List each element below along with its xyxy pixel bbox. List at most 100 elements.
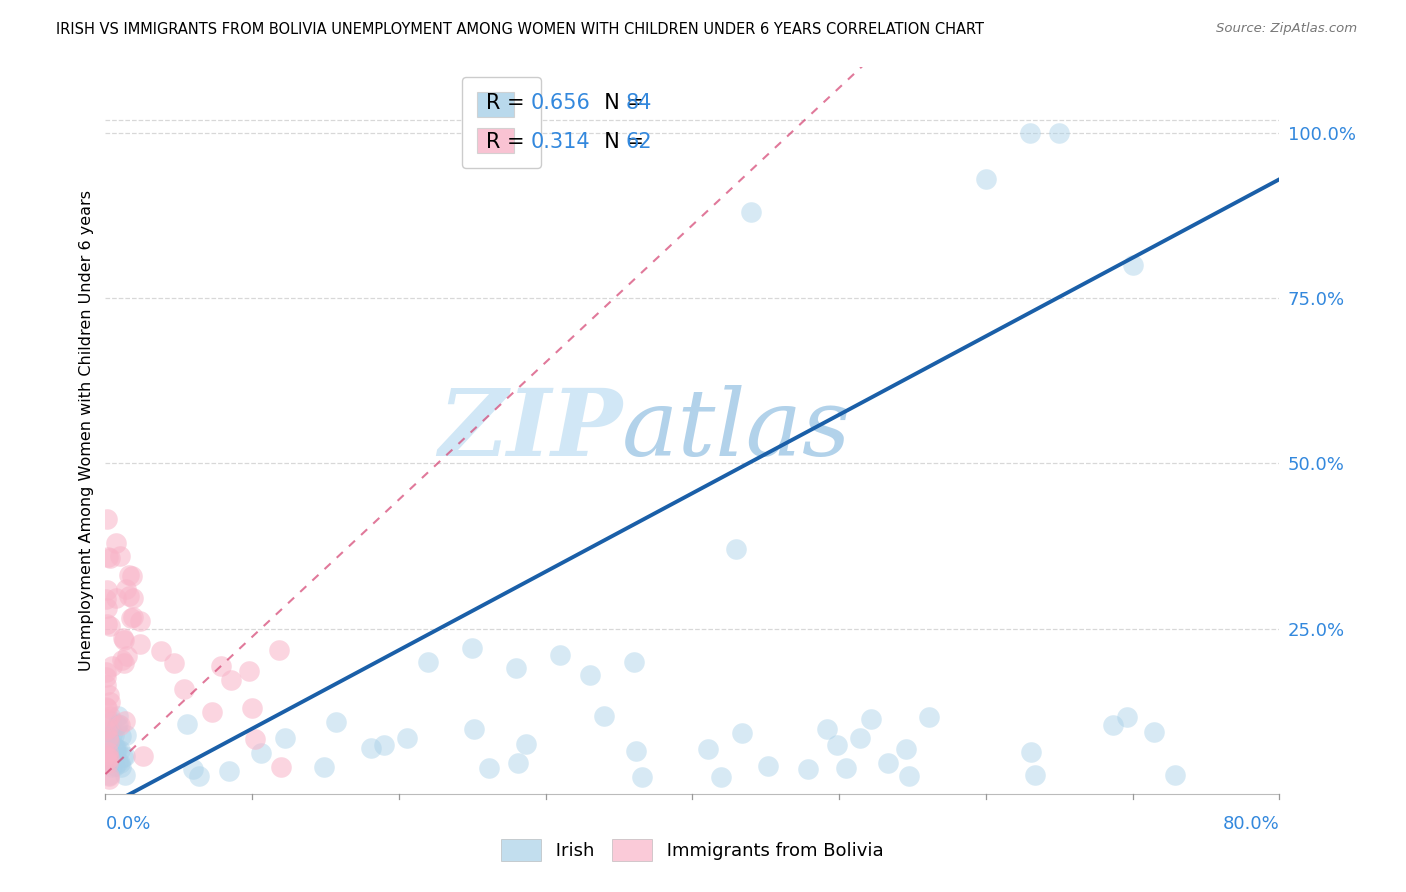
Point bbox=[108, 549, 131, 563]
Point bbox=[96, 678, 118, 692]
Point bbox=[104, 759, 127, 773]
Text: 0.0%: 0.0% bbox=[105, 815, 150, 833]
Point bbox=[110, 743, 132, 757]
Point bbox=[103, 743, 125, 757]
Point bbox=[122, 591, 145, 605]
Text: IRISH VS IMMIGRANTS FROM BOLIVIA UNEMPLOYMENT AMONG WOMEN WITH CHILDREN UNDER 6 : IRISH VS IMMIGRANTS FROM BOLIVIA UNEMPLO… bbox=[56, 22, 984, 37]
Point bbox=[1021, 745, 1043, 759]
Point bbox=[218, 764, 240, 779]
Y-axis label: Unemployment Among Women with Children Under 6 years: Unemployment Among Women with Children U… bbox=[79, 190, 94, 671]
Point bbox=[110, 729, 132, 743]
Point bbox=[111, 749, 134, 764]
Point bbox=[187, 769, 209, 783]
Point bbox=[98, 688, 121, 702]
Point bbox=[1047, 126, 1070, 140]
Point bbox=[101, 714, 124, 728]
Point bbox=[100, 756, 122, 770]
Point bbox=[1101, 718, 1123, 732]
Point bbox=[274, 731, 297, 746]
Point bbox=[623, 655, 645, 669]
Point bbox=[1024, 768, 1046, 782]
Point bbox=[825, 738, 848, 752]
Text: 0.314: 0.314 bbox=[531, 132, 591, 153]
Point bbox=[115, 728, 138, 742]
Point bbox=[121, 569, 143, 583]
Point bbox=[163, 656, 186, 670]
Point bbox=[96, 756, 118, 770]
Point bbox=[96, 701, 118, 715]
Point bbox=[114, 767, 136, 781]
Point bbox=[219, 673, 242, 688]
Text: N =: N = bbox=[592, 93, 651, 112]
Point bbox=[101, 727, 124, 741]
Point bbox=[96, 748, 118, 763]
Point bbox=[96, 617, 118, 632]
Point bbox=[94, 699, 117, 714]
Point bbox=[360, 741, 382, 756]
Point bbox=[269, 642, 291, 657]
Point bbox=[98, 695, 121, 709]
Point bbox=[111, 631, 134, 645]
Point bbox=[96, 752, 118, 766]
Point bbox=[515, 737, 537, 751]
Point bbox=[94, 735, 117, 749]
Point bbox=[1122, 258, 1144, 272]
Text: atlas: atlas bbox=[621, 385, 852, 475]
Point bbox=[181, 762, 204, 776]
Point bbox=[578, 668, 600, 682]
Point bbox=[96, 583, 118, 598]
Text: 62: 62 bbox=[626, 132, 652, 153]
Point bbox=[94, 723, 117, 738]
Point bbox=[550, 648, 572, 662]
Point bbox=[129, 614, 152, 628]
Text: Source: ZipAtlas.com: Source: ZipAtlas.com bbox=[1216, 22, 1357, 36]
Point bbox=[797, 763, 820, 777]
Point bbox=[100, 755, 122, 769]
Text: R =: R = bbox=[486, 93, 531, 112]
Point bbox=[112, 656, 135, 670]
Point bbox=[107, 741, 129, 756]
Point bbox=[834, 761, 856, 775]
Point bbox=[243, 732, 266, 747]
Point bbox=[740, 205, 762, 219]
Text: 80.0%: 80.0% bbox=[1223, 815, 1279, 833]
Point bbox=[104, 591, 127, 606]
Point bbox=[107, 709, 129, 723]
Point bbox=[860, 712, 883, 726]
Point bbox=[115, 649, 138, 664]
Point bbox=[114, 748, 136, 763]
Point bbox=[132, 749, 155, 764]
Point bbox=[105, 718, 128, 732]
Point bbox=[115, 582, 138, 596]
Point bbox=[918, 710, 941, 724]
Point bbox=[103, 728, 125, 742]
Point bbox=[877, 756, 900, 770]
Point bbox=[505, 661, 527, 675]
Point bbox=[108, 718, 131, 732]
Point bbox=[118, 589, 141, 603]
Point bbox=[98, 737, 121, 751]
Point bbox=[478, 761, 501, 775]
Point bbox=[104, 742, 127, 756]
Point bbox=[129, 637, 152, 651]
Point bbox=[897, 769, 920, 783]
Text: ZIP: ZIP bbox=[437, 385, 621, 475]
Point bbox=[201, 706, 224, 720]
Point bbox=[1019, 126, 1042, 140]
Point bbox=[249, 746, 271, 760]
Point bbox=[176, 717, 198, 731]
Point bbox=[710, 771, 733, 785]
Point bbox=[418, 655, 440, 669]
Point bbox=[97, 745, 120, 759]
Point bbox=[104, 535, 127, 549]
Point bbox=[97, 768, 120, 782]
Point bbox=[756, 759, 779, 773]
Point bbox=[238, 664, 260, 678]
Point bbox=[97, 549, 120, 564]
Point bbox=[592, 709, 614, 723]
Point bbox=[506, 756, 529, 771]
Point bbox=[325, 714, 347, 729]
Point bbox=[270, 760, 292, 774]
Point bbox=[114, 714, 136, 728]
Point bbox=[1115, 710, 1137, 724]
